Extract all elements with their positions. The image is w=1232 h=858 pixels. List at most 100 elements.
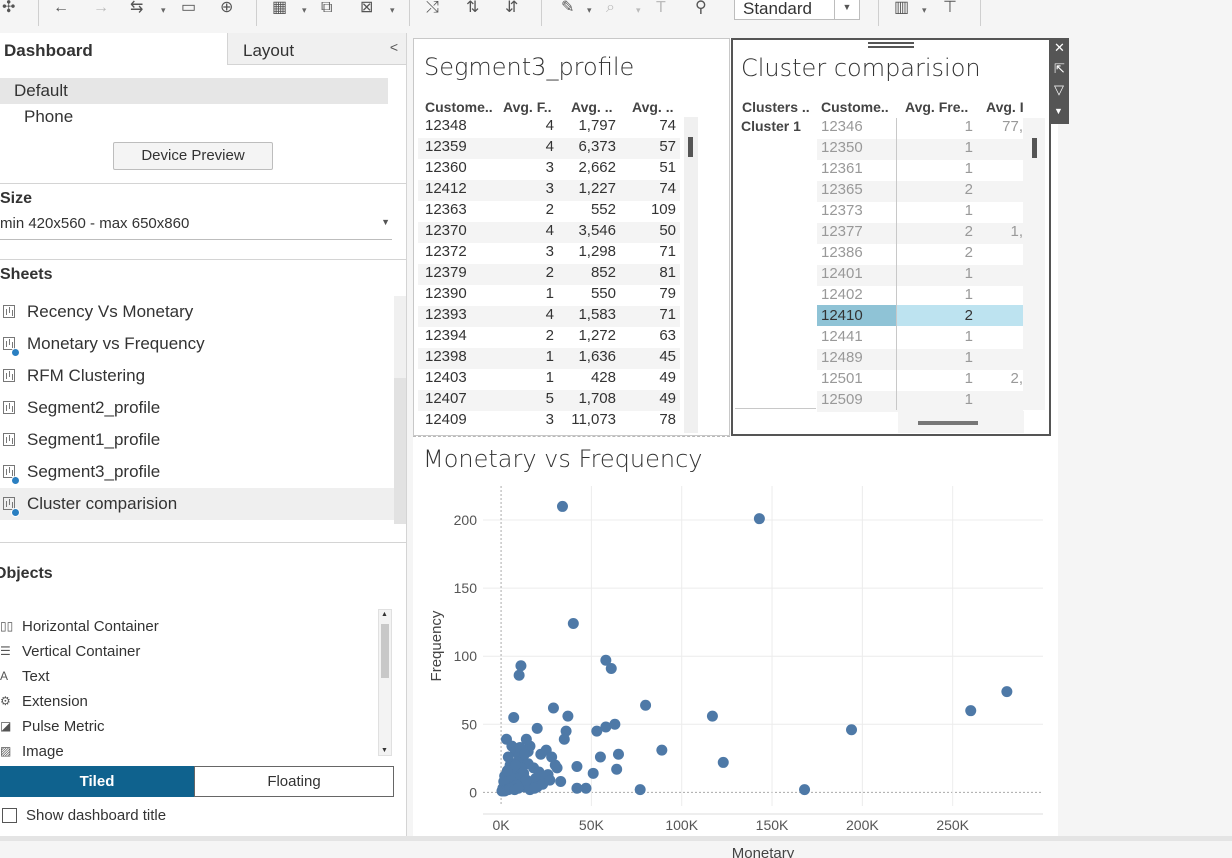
data-point[interactable] [520, 774, 532, 786]
column-header[interactable]: Custome.. [425, 99, 493, 115]
segment3-profile-sheet[interactable]: Segment3_profile Custome.. Avg. F.. Avg.… [413, 38, 730, 436]
scrollbar-thumb[interactable] [1032, 138, 1037, 158]
data-point[interactable] [587, 767, 599, 779]
chevron-down-icon[interactable]: ▾ [390, 5, 395, 15]
tableau-logo-icon[interactable]: ✣ [2, 0, 16, 16]
monetary-frequency-scatter[interactable]: 0 50 100 150 200 0K 50K 100K 150K 200K 250K Monetar… [413, 478, 1058, 858]
redo-icon[interactable]: → [93, 0, 109, 16]
column-header[interactable]: Clusters .. [742, 99, 810, 115]
sheets-scrollbar[interactable] [394, 296, 406, 524]
data-point[interactable] [531, 722, 543, 734]
data-point[interactable] [605, 662, 617, 674]
show-mark-labels-icon[interactable]: T [656, 0, 666, 16]
data-point[interactable] [513, 669, 525, 681]
data-point[interactable] [510, 759, 522, 771]
filter-icon[interactable]: ▽ [1054, 82, 1064, 97]
scrollbar-thumb[interactable] [394, 378, 406, 524]
show-cards-icon[interactable]: ▥ [894, 0, 910, 16]
device-default[interactable]: Default [0, 78, 388, 104]
undo-icon[interactable]: ← [53, 0, 69, 16]
device-preview-button[interactable]: Device Preview [113, 142, 273, 170]
device-phone[interactable]: Phone [24, 107, 74, 126]
data-point[interactable] [600, 721, 612, 733]
data-point[interactable] [706, 710, 718, 722]
data-point[interactable] [544, 774, 556, 786]
cluster-comparision-sheet[interactable]: Cluster comparision Clusters .. Custome.… [731, 38, 1051, 436]
scroll-up-icon[interactable]: ▲ [381, 611, 388, 618]
data-point[interactable] [560, 725, 572, 737]
data-point[interactable] [551, 762, 563, 774]
column-header[interactable]: Avg. F.. [503, 99, 552, 115]
scroll-down-icon[interactable]: ▼ [381, 747, 388, 754]
chevron-down-icon[interactable]: ▾ [161, 5, 166, 15]
sheet-item[interactable]: Cluster comparision [0, 488, 394, 520]
size-select[interactable]: min 420x560 - max 650x860 ▼ [0, 215, 392, 240]
more-options-icon[interactable]: ▼ [1054, 106, 1063, 116]
object-pulse-metric[interactable]: ◪ Pulse Metric [0, 714, 380, 739]
data-point[interactable] [609, 718, 621, 730]
swap-rows-columns-icon[interactable]: ⤭ [426, 0, 439, 16]
chevron-down-icon[interactable]: ▾ [302, 5, 307, 15]
data-point[interactable] [1001, 686, 1013, 698]
data-point[interactable] [515, 660, 527, 672]
data-point[interactable] [612, 748, 624, 760]
data-point[interactable] [528, 782, 540, 794]
data-point[interactable] [555, 775, 567, 787]
data-point[interactable] [512, 782, 524, 794]
data-point[interactable] [580, 782, 592, 794]
data-point[interactable] [546, 751, 558, 763]
column-header[interactable]: Avg. .. [632, 99, 674, 115]
chevron-down-icon[interactable]: ▾ [587, 5, 592, 15]
horizontal-scrollbar[interactable] [898, 411, 1024, 433]
presentation-mode-icon[interactable]: ⊤ [943, 0, 957, 16]
chevron-down-icon[interactable]: ▾ [636, 5, 641, 15]
data-point[interactable] [562, 710, 574, 722]
move-handle-icon[interactable] [868, 42, 914, 48]
sort-descending-icon[interactable]: ⇵ [505, 0, 519, 16]
tab-layout[interactable]: Layout < [227, 33, 406, 65]
object-text[interactable]: A Text [0, 664, 380, 689]
object-image[interactable]: ▨ Image [0, 739, 380, 764]
column-header[interactable]: Avg. .. [571, 99, 613, 115]
data-point[interactable] [600, 654, 612, 666]
close-icon[interactable]: ✕ [1054, 40, 1065, 55]
data-point[interactable] [519, 748, 531, 760]
data-point[interactable] [965, 705, 977, 717]
collapse-panel-icon[interactable]: < [389, 39, 398, 55]
data-point[interactable] [611, 763, 623, 775]
data-point[interactable] [520, 733, 532, 745]
sheet-item[interactable]: Segment3_profile [0, 456, 394, 488]
data-point[interactable] [846, 724, 858, 736]
data-point[interactable] [799, 784, 811, 796]
column-header[interactable]: Avg. I [986, 99, 1024, 115]
sheet-item[interactable]: Recency Vs Monetary [0, 296, 394, 328]
table-scrollbar[interactable] [684, 117, 698, 433]
save-icon[interactable]: ▭ [181, 0, 197, 16]
data-point[interactable] [634, 784, 646, 796]
data-point[interactable] [571, 761, 583, 773]
tiled-toggle[interactable]: Tiled [0, 766, 194, 797]
data-point[interactable] [502, 751, 514, 763]
clear-sheet-icon[interactable]: ⊠ [360, 0, 374, 16]
scrollbar-thumb[interactable] [381, 624, 389, 678]
sheet-item[interactable]: Monetary vs Frequency [0, 328, 394, 360]
data-point[interactable] [558, 733, 570, 745]
new-worksheet-icon[interactable]: ▦ [272, 0, 288, 16]
scrollbar-thumb[interactable] [918, 421, 978, 425]
data-point[interactable] [753, 513, 765, 525]
duplicate-sheet-icon[interactable]: ⧉ [321, 0, 333, 16]
object-extension[interactable]: ⚙ Extension [0, 689, 380, 714]
chevron-down-icon[interactable]: ▾ [922, 5, 927, 15]
data-point[interactable] [567, 618, 579, 630]
data-point[interactable] [591, 725, 603, 737]
highlight-icon[interactable]: ✎ [561, 0, 575, 16]
new-data-source-icon[interactable]: ⊕ [220, 0, 234, 16]
sheet-item[interactable]: Segment1_profile [0, 424, 394, 456]
go-to-sheet-icon[interactable]: ⇱ [1054, 61, 1065, 76]
scrollbar-thumb[interactable] [688, 137, 693, 157]
replace-data-source-icon[interactable]: ⇆ [130, 0, 144, 16]
data-point[interactable] [556, 500, 568, 512]
column-header[interactable]: Avg. Fre.. [905, 99, 969, 115]
data-point[interactable] [571, 782, 583, 794]
object-vertical-container[interactable]: ☰ Vertical Container [0, 639, 380, 664]
